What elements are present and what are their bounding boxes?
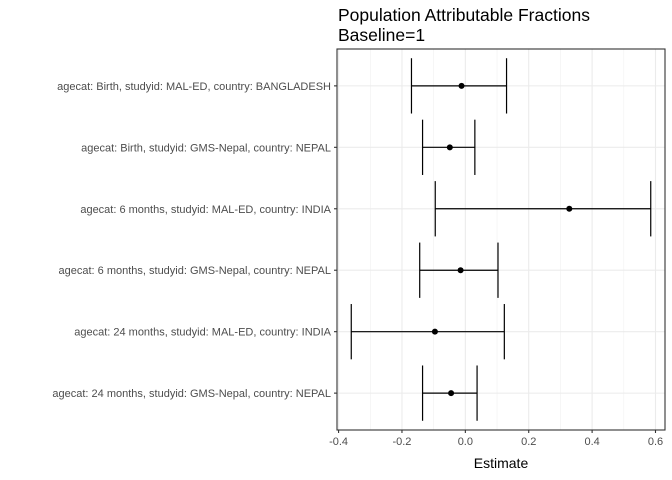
estimate-point	[458, 82, 465, 89]
x-axis-title: Estimate	[474, 455, 529, 471]
estimate-point	[446, 144, 453, 151]
x-tick-label: 0.2	[521, 436, 536, 448]
x-tick-label: 0.4	[584, 436, 599, 448]
estimate-point	[448, 390, 455, 397]
estimate-point	[431, 328, 438, 335]
y-tick-label: agecat: 6 months, studyid: MAL-ED, count…	[80, 204, 331, 216]
chart-title: Population Attributable Fractions Baseli…	[338, 5, 590, 45]
title-line: Population Attributable Fractions	[338, 5, 590, 25]
y-tick-label: agecat: Birth, studyid: GMS-Nepal, count…	[81, 142, 331, 154]
x-tick-label: 0.0	[458, 436, 473, 448]
estimate-point	[457, 267, 464, 274]
x-tick-label: 0.6	[648, 436, 663, 448]
subtitle-line: Baseline=1	[338, 25, 426, 45]
error-bar	[434, 181, 652, 237]
error-bar	[350, 304, 505, 360]
y-tick-label: agecat: Birth, studyid: MAL-ED, country:…	[57, 81, 331, 93]
estimate-point	[566, 205, 573, 212]
y-tick-label: agecat: 6 months, studyid: GMS-Nepal, co…	[59, 265, 331, 277]
panel-background	[337, 49, 665, 430]
panel-border	[336, 48, 666, 431]
y-tick-label: agecat: 24 months, studyid: MAL-ED, coun…	[74, 327, 331, 339]
y-tick-label: agecat: 24 months, studyid: GMS-Nepal, c…	[52, 388, 331, 400]
x-tick-label: -0.2	[392, 436, 411, 448]
x-tick-label: -0.4	[329, 436, 348, 448]
